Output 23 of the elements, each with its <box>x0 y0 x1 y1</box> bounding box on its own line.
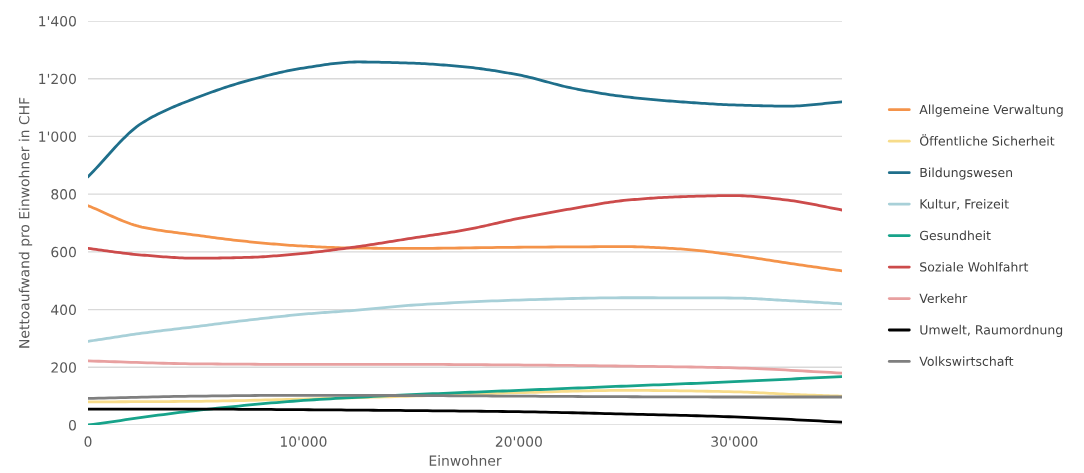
y-tick-label: 1'400 <box>39 15 76 27</box>
legend-label: Bildungswesen <box>920 167 1013 180</box>
y-axis-title: Nettoaufwand pro Einwohner in CHF <box>18 97 33 348</box>
legend-label: Soziale Wohlfahrt <box>920 261 1029 272</box>
legend-label: Verkehr <box>919 293 968 304</box>
y-tick-label: 0 <box>68 419 76 431</box>
legend-label: Kultur, Freizeit <box>920 198 1009 210</box>
y-tick-label: 600 <box>51 246 76 258</box>
x-tick-label: 20'000 <box>495 436 542 447</box>
x-tick-label: 0 <box>84 436 92 447</box>
legend-label: Umwelt, Raumordnung <box>920 324 1063 337</box>
y-tick-label: 200 <box>51 362 76 373</box>
legend-label: Allgemeine Verwaltung <box>919 104 1063 117</box>
x-tick-label: 10'000 <box>280 436 327 447</box>
y-tick-label: 1'000 <box>39 131 76 142</box>
y-tick-label: 1'200 <box>39 73 76 85</box>
legend-label: Gesundheit <box>919 230 991 241</box>
y-tick-label: 800 <box>51 189 76 200</box>
x-tick-label: 30'000 <box>711 436 758 447</box>
y-tick-label: 400 <box>51 304 76 316</box>
x-axis-title: Einwohner <box>429 455 502 466</box>
legend-label: Volkswirtschaft <box>919 356 1014 367</box>
legend-label: Öffentliche Sicherheit <box>919 134 1055 146</box>
